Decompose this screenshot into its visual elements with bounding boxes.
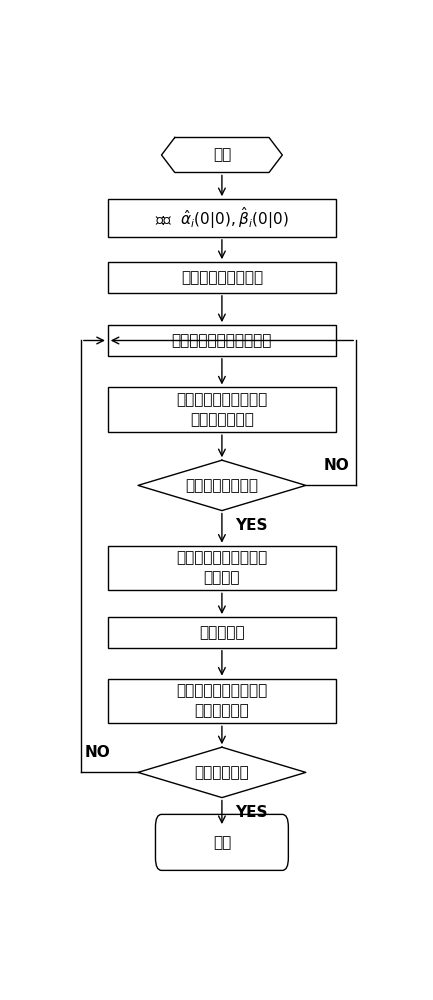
Text: 更新噪声子空间和正交
投影矩阵: 更新噪声子空间和正交 投影矩阵 [176, 551, 268, 585]
Text: 预测状态向量及入射方向: 预测状态向量及入射方向 [172, 333, 272, 348]
Bar [108, 679, 336, 723]
Text: NO: NO [324, 458, 349, 473]
Text: YES: YES [236, 805, 268, 820]
Bar [108, 617, 336, 648]
Text: 方向向量更新时刻: 方向向量更新时刻 [185, 478, 259, 493]
Text: 估计  $\hat{\alpha}_i(0|0),\hat{\beta}_i(0|0)$: 估计 $\hat{\alpha}_i(0|0),\hat{\beta}_i(0|… [155, 205, 289, 231]
FancyBboxPatch shape [155, 814, 288, 870]
Bar [108, 546, 336, 590]
Text: 更新瞬时互协方差矩阵
和线性变化矩阵: 更新瞬时互协方差矩阵 和线性变化矩阵 [176, 392, 268, 427]
Text: 结束: 结束 [213, 835, 231, 850]
Text: 开始: 开始 [213, 147, 231, 162]
Bar [108, 199, 336, 237]
Text: 预测方向角: 预测方向角 [199, 625, 245, 640]
Polygon shape [162, 137, 282, 172]
Text: 跟踪时间结束: 跟踪时间结束 [194, 765, 249, 780]
Text: NO: NO [84, 745, 110, 760]
Polygon shape [138, 747, 306, 798]
Polygon shape [138, 460, 306, 511]
Bar [108, 325, 336, 356]
Text: 利用龙伯格更新状态向
量和波达方向: 利用龙伯格更新状态向 量和波达方向 [176, 684, 268, 718]
Text: 初始化龙伯格观测器: 初始化龙伯格观测器 [181, 270, 263, 285]
Bar [108, 262, 336, 293]
Text: YES: YES [236, 518, 268, 533]
Bar [108, 387, 336, 432]
